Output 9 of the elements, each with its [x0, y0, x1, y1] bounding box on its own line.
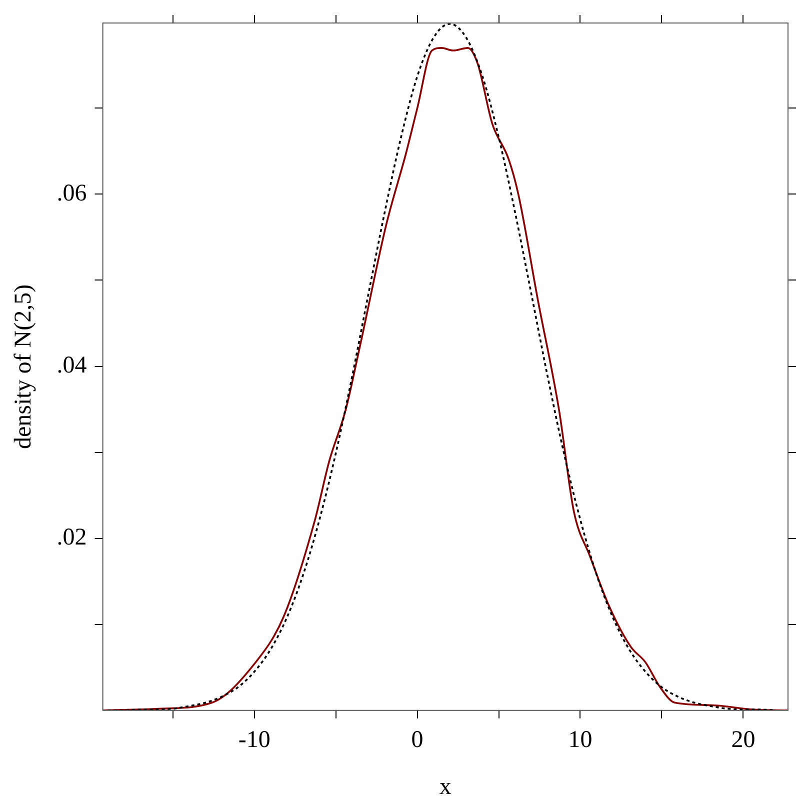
- y-tick-label: .04: [56, 352, 87, 379]
- y-axis-title: density of N(2,5): [10, 284, 37, 450]
- y-tick-label: .02: [56, 524, 87, 551]
- x-axis-title: x: [439, 774, 452, 800]
- x-tick-label: 10: [568, 727, 592, 754]
- y-tick-label: .06: [56, 180, 87, 206]
- x-tick-label: -10: [238, 727, 270, 754]
- x-tick-label: 20: [731, 727, 756, 754]
- x-tick-label: 0: [411, 727, 424, 754]
